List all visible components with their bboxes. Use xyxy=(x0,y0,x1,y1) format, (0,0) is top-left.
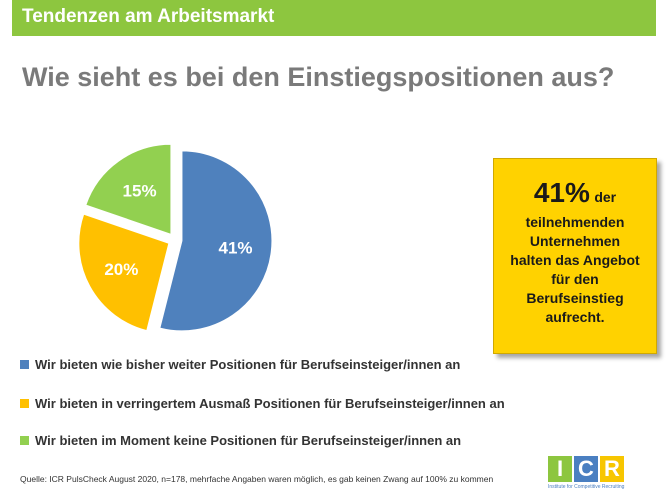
legend-swatch xyxy=(20,399,29,408)
pie-data-label: 41% xyxy=(219,239,253,258)
pie-data-label: 15% xyxy=(123,181,157,200)
logo-tagline: Institute for Competitive Recruiting xyxy=(548,484,625,490)
header-title: Tendenzen am Arbeitsmarkt xyxy=(22,6,275,27)
legend-item: Wir bieten wie bisher weiter Positionen … xyxy=(20,357,460,372)
legend-label: Wir bieten im Moment keine Positionen fü… xyxy=(35,433,462,448)
legend-swatch xyxy=(20,360,29,369)
pie-slice xyxy=(78,213,170,332)
header-bar: Tendenzen am Arbeitsmarkt xyxy=(12,0,656,36)
logo-letter: I xyxy=(548,456,572,482)
pie-slice xyxy=(85,143,172,236)
logo-letter: R xyxy=(600,456,624,482)
page-title: Wie sieht es bei den Einstiegspositionen… xyxy=(22,62,615,92)
legend-label: Wir bieten wie bisher weiter Positionen … xyxy=(35,357,461,372)
callout-text: teilnehmenden Unternehmen halten das Ang… xyxy=(510,214,640,325)
pie-chart: 41% 20% 15% xyxy=(78,143,273,332)
legend-label: Wir bieten in verringertem Ausmaß Positi… xyxy=(35,396,505,411)
logo-letter: C xyxy=(574,456,598,482)
callout-box: 41% der teilnehmenden Unternehmen halten… xyxy=(493,158,657,354)
legend-item: Wir bieten im Moment keine Positionen fü… xyxy=(20,433,461,448)
legend-swatch xyxy=(20,436,29,445)
callout-word: der xyxy=(594,189,617,205)
source-footnote: Quelle: ICR PulsCheck August 2020, n=178… xyxy=(20,474,494,484)
legend-item: Wir bieten in verringertem Ausmaß Positi… xyxy=(20,396,505,411)
pie-slice xyxy=(159,150,273,332)
pie-data-label: 20% xyxy=(104,260,138,279)
callout-percent: 41% xyxy=(533,177,590,208)
